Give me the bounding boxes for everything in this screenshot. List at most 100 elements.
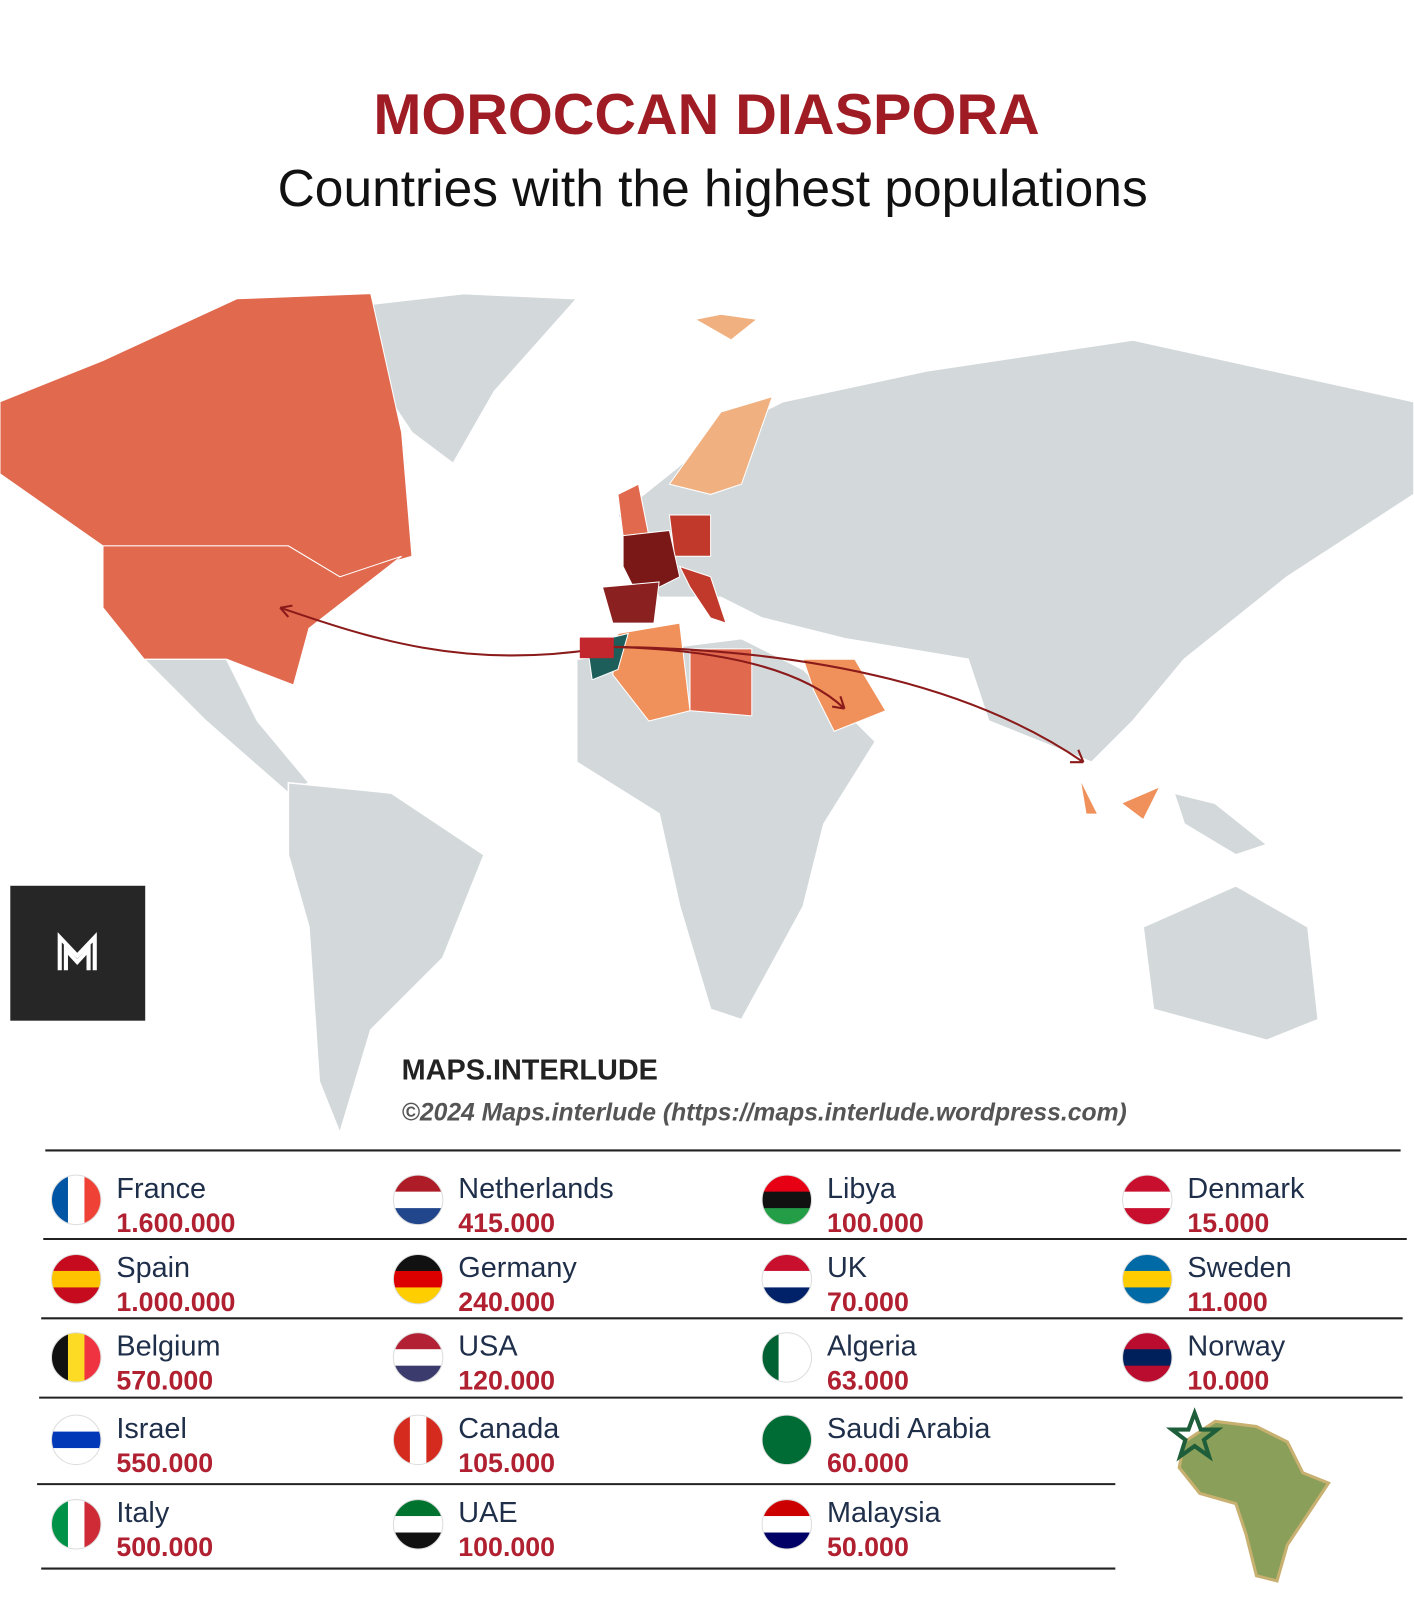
flag-stripe: [762, 1175, 812, 1193]
flag: [393, 1415, 443, 1465]
flag-stripe: [1122, 1254, 1172, 1272]
uk: [617, 483, 650, 537]
population: 100.000: [458, 1532, 555, 1562]
africa: [575, 637, 877, 1021]
flag-stripe: [84, 1332, 101, 1383]
country-name: UK: [827, 1252, 867, 1284]
flag-edge: [392, 1499, 444, 1550]
flag-stripe: [393, 1287, 443, 1304]
flag-stripe: [393, 1254, 443, 1272]
flag: [393, 1175, 443, 1225]
flag-stripe: [393, 1415, 411, 1465]
flag-stripe: [762, 1332, 780, 1383]
flag-stripe: [51, 1175, 69, 1225]
flag-stripe: [762, 1415, 812, 1433]
flag-edge: [761, 1332, 813, 1383]
south-america: [287, 781, 485, 1136]
australia: [1142, 884, 1320, 1042]
brand: MAPS.INTERLUDE: [402, 1054, 658, 1086]
flag-stripe: [51, 1287, 101, 1304]
greenland: [328, 292, 579, 465]
country-name: Germany: [458, 1252, 577, 1284]
population: 63.000: [827, 1365, 909, 1395]
flag-edge: [50, 1499, 102, 1550]
population: 50.000: [827, 1532, 909, 1562]
flag: [762, 1332, 812, 1383]
flag-edge: [1122, 1332, 1173, 1383]
population: 100.000: [827, 1208, 924, 1238]
libya: [689, 648, 753, 717]
country-name: Canada: [458, 1413, 560, 1445]
flag-stripe: [762, 1448, 812, 1465]
country-name: France: [116, 1173, 206, 1205]
flag-edge: [1122, 1174, 1173, 1226]
country-name: UAE: [458, 1497, 517, 1529]
flag-stripe: [51, 1332, 69, 1383]
population: 120.000: [458, 1365, 555, 1395]
logo: [10, 885, 146, 1021]
title: MOROCCAN DIASPORA: [373, 83, 1039, 147]
flag-edge: [761, 1414, 813, 1466]
flag-edge: [392, 1174, 444, 1226]
country-name: Algeria: [827, 1330, 918, 1362]
flag-stripe: [762, 1191, 812, 1209]
flag-stripe: [393, 1365, 443, 1383]
world-map: [0, 292, 1414, 1136]
flag-edge: [761, 1174, 813, 1226]
flag-edge: [50, 1174, 102, 1226]
flag-edge: [392, 1253, 444, 1305]
malaysia-east: [1122, 787, 1159, 819]
flag-stripe: [51, 1415, 101, 1433]
population: 10.000: [1187, 1365, 1269, 1395]
flag-stripe: [51, 1254, 101, 1272]
table-lines: [37, 1149, 1407, 1570]
credit: ©2024 Maps.interlude (https://maps.inter…: [402, 1100, 1127, 1127]
canada: [0, 293, 413, 578]
flag-stripe: [778, 1332, 796, 1383]
population: 1.600.000: [116, 1208, 235, 1238]
flag-stripe: [84, 1499, 101, 1550]
flag-stripe: [393, 1532, 443, 1550]
country-name: Italy: [116, 1497, 169, 1529]
country-name: Libya: [827, 1173, 897, 1205]
population: 415.000: [458, 1208, 555, 1238]
population: 70.000: [827, 1287, 909, 1317]
eurasia: [616, 339, 1414, 764]
country-name: Malaysia: [827, 1497, 942, 1529]
country-name: Sweden: [1187, 1252, 1291, 1284]
flag-stripe: [762, 1431, 812, 1449]
flag-stripe: [1122, 1191, 1172, 1209]
country-name: USA: [458, 1330, 518, 1362]
flag-edge: [761, 1253, 813, 1305]
flag-stripe: [762, 1287, 812, 1304]
flag-edge: [392, 1332, 444, 1383]
flag-stripe: [762, 1516, 812, 1534]
flag-stripe: [393, 1516, 443, 1534]
morocco-flag: [579, 637, 614, 659]
flag: [51, 1254, 101, 1304]
arrows: [279, 604, 1085, 764]
country-name: Saudi Arabia: [827, 1413, 991, 1445]
flag: [51, 1332, 101, 1383]
flag-stripe: [51, 1448, 101, 1465]
flag: [1122, 1175, 1172, 1225]
flag-edge: [50, 1414, 102, 1466]
flag-stripe: [67, 1175, 85, 1225]
flag-stripe: [1122, 1208, 1172, 1225]
population: 240.000: [458, 1287, 555, 1317]
country-name: Israel: [116, 1413, 187, 1445]
flag-edge: [1122, 1253, 1173, 1305]
population: 550.000: [116, 1448, 213, 1478]
flag: [51, 1499, 101, 1550]
population: 11.000: [1187, 1287, 1267, 1317]
flag-stripe: [67, 1499, 85, 1550]
flag: [762, 1415, 812, 1465]
flag: [762, 1254, 812, 1304]
population: 60.000: [827, 1448, 909, 1478]
flag: [51, 1415, 101, 1465]
flag-edge: [50, 1253, 102, 1305]
country-name: Spain: [116, 1252, 190, 1284]
flag-edge: [761, 1499, 813, 1550]
africa-icon: [1165, 1407, 1331, 1583]
